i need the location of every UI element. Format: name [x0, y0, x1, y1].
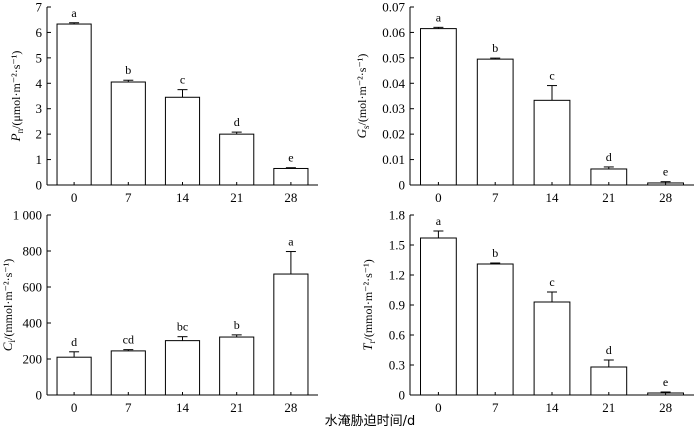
y-tick-label: 600 [23, 280, 43, 295]
significance-letter: b [125, 63, 131, 77]
significance-letter: a [436, 214, 442, 228]
significance-letter: e [288, 151, 293, 165]
bar [56, 356, 92, 396]
panel-ci: 0 200 400 600 800 1 000 d 0 cd 7 bc 14 b 21 a 28 Ci/(mmo… [0, 208, 318, 415]
x-tick-label: 14 [176, 400, 190, 415]
x-tick-label: 28 [659, 190, 672, 205]
y-tick-label: 6 [36, 25, 43, 40]
x-tick-label: 0 [71, 400, 78, 415]
y-tick-label: 3 [36, 101, 43, 116]
y-tick-label: 1 000 [13, 208, 42, 223]
bar [533, 99, 571, 186]
x-tick-label: 7 [492, 190, 499, 205]
x-tick-label: 0 [435, 190, 442, 205]
x-tick-label: 14 [176, 190, 190, 205]
bar [164, 96, 201, 186]
x-tick-label: 0 [435, 400, 442, 415]
y-tick-label: 1.2 [389, 268, 405, 283]
y-tick-label: 1.5 [389, 238, 405, 253]
x-tick-label: 28 [659, 400, 672, 415]
y-tick-label: 800 [23, 244, 43, 259]
y-tick-label: 0 [36, 388, 43, 403]
bar [110, 350, 146, 396]
significance-letter: a [288, 235, 294, 249]
y-tick-label: 5 [36, 50, 43, 65]
y-tick-label: 7 [36, 0, 43, 15]
x-tick-label: 28 [284, 190, 297, 205]
x-tick-label: 14 [546, 190, 560, 205]
bar [533, 301, 571, 396]
significance-letter: d [606, 343, 612, 357]
y-tick-label: 0.06 [382, 25, 405, 40]
y-tick-label: 0 [399, 178, 406, 193]
y-tick-label: 1 [36, 152, 43, 167]
significance-letter: e [663, 375, 668, 389]
bar [476, 263, 514, 396]
y-tick-label: 0 [36, 178, 43, 193]
bar [590, 366, 628, 396]
bar [273, 273, 309, 396]
y-axis-title: Gs/(mol·m⁻²·s⁻¹) [354, 54, 371, 139]
significance-letter: b [234, 318, 240, 332]
x-tick-label: 0 [71, 190, 78, 205]
significance-letter: b [492, 246, 498, 260]
y-tick-label: 0.6 [389, 328, 406, 343]
x-tick-label: 14 [546, 400, 560, 415]
y-tick-label: 400 [23, 316, 43, 331]
y-axis-title: Ci/(mmol·m⁻²·s⁻¹) [0, 259, 17, 351]
significance-letter: c [549, 275, 554, 289]
significance-letter: d [606, 150, 612, 164]
y-tick-label: 0.04 [382, 76, 405, 91]
y-tick-label: 0.3 [389, 358, 405, 373]
y-tick-label: 4 [36, 76, 43, 91]
x-tick-label: 21 [230, 190, 243, 205]
significance-letter: c [549, 69, 554, 83]
y-tick-label: 200 [23, 352, 43, 367]
significance-letter: b [492, 41, 498, 55]
x-tick-label: 21 [602, 400, 615, 415]
significance-letter: bc [177, 320, 188, 334]
significance-letter: a [436, 10, 442, 24]
significance-letter: a [71, 6, 77, 20]
bar [56, 23, 92, 186]
bar [164, 340, 201, 396]
y-tick-label: 1.8 [389, 208, 405, 223]
y-tick-label: 0 [399, 388, 406, 403]
x-tick-label: 7 [125, 190, 132, 205]
x-tick-label: 21 [230, 400, 243, 415]
significance-letter: cd [123, 333, 134, 347]
x-tick-label: 28 [284, 400, 297, 415]
y-tick-label: 2 [36, 127, 43, 142]
x-axis-title: 水淹胁迫时间/d [325, 414, 416, 429]
significance-letter: c [180, 73, 185, 87]
y-tick-label: 0.02 [382, 127, 405, 142]
significance-letter: d [234, 115, 240, 129]
panel-tr: 0 0.3 0.6 0.9 1.2 1.5 1.8 a 0 b 7 c 14 d 21 e 28 Tr/(mmol… [360, 208, 694, 415]
panel-gs: 0 0.01 0.02 0.03 0.04 0.05 0.06 0.07 a 0 b 7 c 14 d 21 e… [354, 0, 694, 205]
y-tick-label: 0.07 [382, 0, 405, 15]
y-tick-label: 0.05 [382, 50, 405, 65]
x-tick-label: 21 [602, 190, 615, 205]
y-tick-label: 0.01 [382, 152, 405, 167]
bar [420, 237, 457, 396]
x-tick-label: 7 [125, 400, 132, 415]
y-axis-title: Pn/(μmol·m⁻²·s⁻¹) [8, 51, 25, 143]
bar [420, 28, 457, 186]
bar [219, 336, 255, 396]
bar [110, 81, 146, 186]
bar [219, 133, 255, 186]
y-axis-title: Tr/(mmol·m⁻²·s⁻¹) [360, 259, 377, 350]
panel-pn: 0 1 2 3 4 5 6 7 a 0 b 7 c 14 d 21 e 28 Pn/(μmol·m⁻²·s⁻¹) [8, 0, 318, 205]
y-tick-label: 0.9 [389, 298, 405, 313]
y-tick-label: 0.03 [382, 101, 405, 116]
bar [476, 58, 514, 186]
significance-letter: d [71, 335, 77, 349]
significance-letter: e [663, 165, 668, 179]
x-tick-label: 7 [492, 400, 499, 415]
